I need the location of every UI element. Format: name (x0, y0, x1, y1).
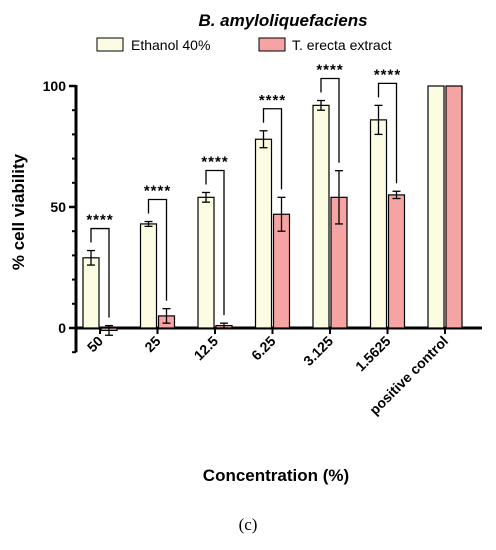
x-axis-label: Concentration (%) (203, 466, 349, 485)
x-tick-label: 6.25 (248, 333, 279, 364)
significance-bracket (90, 227, 110, 318)
bar-ethanol-5 (369, 119, 388, 329)
bar-ethanol-4 (312, 104, 330, 329)
x-tick-label: 25 (141, 333, 163, 355)
legend-label-extract: T. erecta extract (292, 37, 392, 53)
legend-label-ethanol: Ethanol 40% (131, 37, 210, 53)
bar-extract-5 (387, 194, 406, 329)
legend-swatch-extract (258, 37, 286, 52)
y-axis-label: % cell viability (9, 153, 28, 270)
bar-ethanol-0 (82, 257, 100, 329)
y-tick-label: 0 (58, 320, 66, 336)
significance-label: **** (86, 212, 113, 229)
x-tick-label: 3.125 (300, 333, 336, 369)
bar-ethanol-1 (139, 223, 158, 329)
chart-title: B. amyloliquefaciens (198, 11, 367, 30)
y-tick-label: 50 (50, 199, 66, 215)
plot-area: 0 50 100 50 **** 25 **** 12.5 **** 6.25 **** 3.125 *… (43, 62, 482, 418)
significance-label: **** (144, 183, 171, 200)
bar-ethanol-2 (197, 196, 215, 329)
bar-ethanol-6 (427, 85, 445, 329)
legend-swatch-ethanol (96, 37, 124, 52)
bar-ethanol-3 (254, 138, 273, 329)
y-tick-label: 100 (43, 78, 67, 94)
bar-chart: B. amyloliquefaciens Ethanol 40% T. erec… (9, 11, 482, 485)
significance-label: **** (316, 62, 343, 79)
significance-label: **** (374, 66, 401, 83)
significance-bracket (320, 77, 340, 163)
x-tick-label: 50 (84, 333, 106, 355)
significance-bracket (147, 198, 168, 301)
significance-bracket (205, 169, 225, 316)
significance-bracket (262, 108, 283, 190)
bar-extract-6 (445, 85, 463, 329)
significance-bracket (377, 82, 398, 184)
x-tick-label: 1.5625 (352, 333, 394, 375)
significance-label: **** (259, 92, 286, 109)
panel-label: (c) (238, 515, 258, 534)
x-tick-label: 12.5 (191, 333, 222, 364)
significance-label: **** (201, 153, 228, 170)
